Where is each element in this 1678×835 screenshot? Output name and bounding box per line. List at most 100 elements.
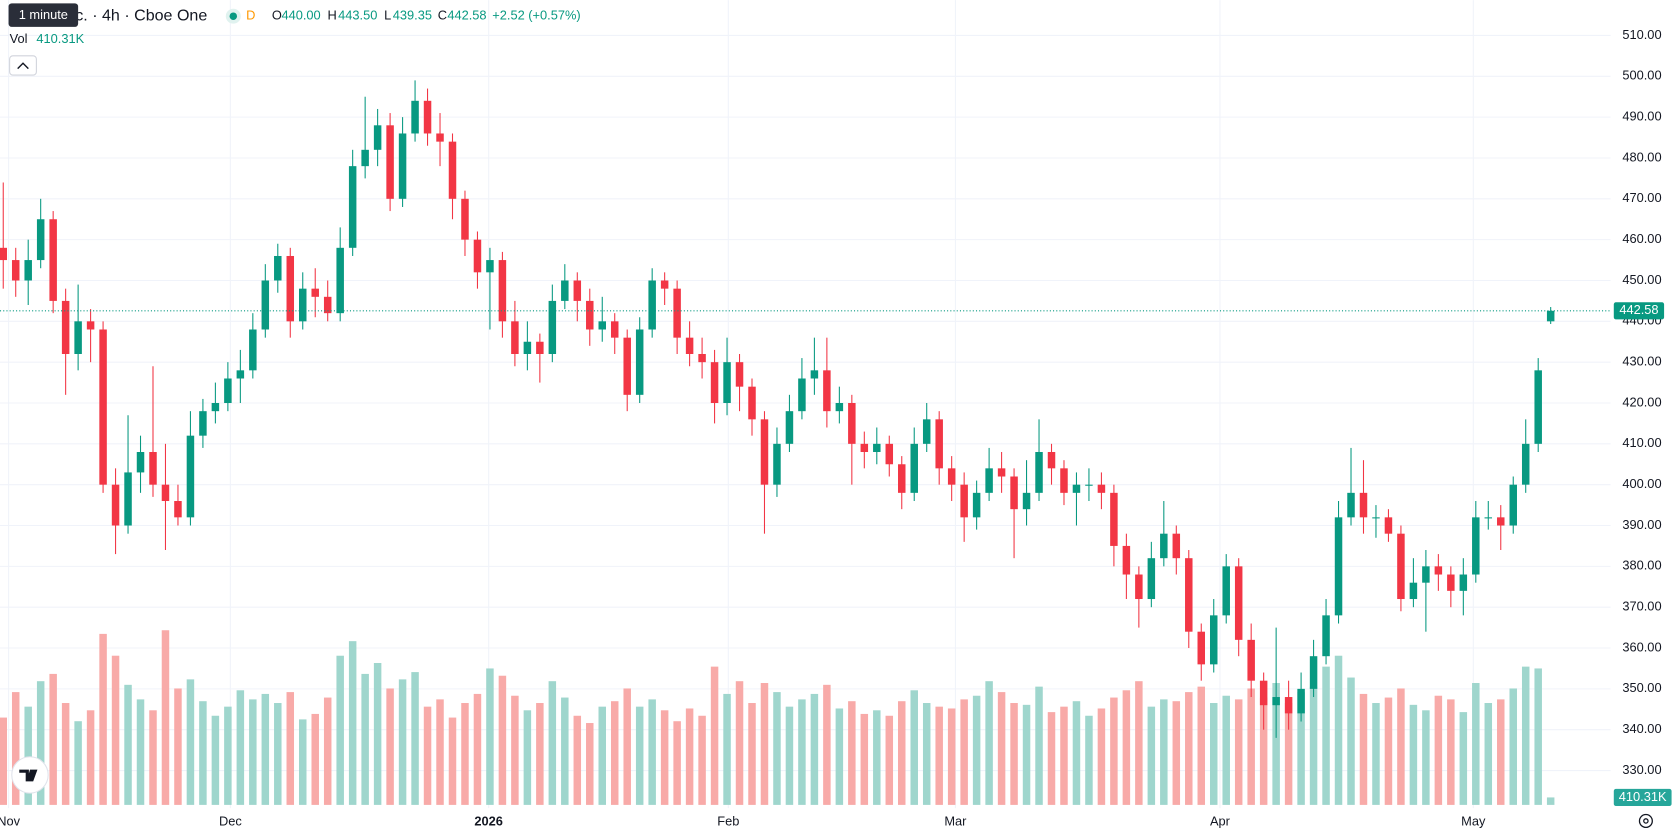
candle-body [898, 464, 906, 493]
volume-bar [436, 699, 444, 805]
volume-bar [935, 706, 943, 805]
candle-body [985, 468, 993, 493]
candle-body [860, 443, 869, 453]
candle-body [910, 443, 918, 493]
candle-body [1284, 697, 1293, 714]
volume-bar [848, 701, 856, 805]
volume-bar [810, 693, 819, 805]
candle-body [848, 403, 856, 444]
candle-body [548, 300, 557, 354]
candle-body [1160, 533, 1168, 559]
candle-body [873, 443, 881, 453]
volume-bar [61, 703, 70, 805]
volume-bar [960, 699, 968, 805]
volume-bar [1135, 681, 1143, 805]
y-tick-label: 380.00 [1622, 558, 1661, 573]
volume-bar [1284, 703, 1293, 805]
candle-body [1372, 517, 1380, 519]
candle-body [249, 329, 257, 371]
volume-bar [1521, 666, 1530, 805]
volume-bar [1546, 797, 1555, 805]
volume-bar [1297, 692, 1305, 805]
candle-body [1234, 566, 1243, 640]
candle-body [86, 321, 95, 330]
volume-bar [673, 721, 681, 805]
candle-body [36, 219, 45, 261]
volume-bar [1422, 710, 1430, 805]
candle-body [486, 260, 494, 273]
candle-body [461, 198, 469, 240]
x-tick-label: May [1461, 813, 1486, 828]
candle-body [735, 362, 744, 387]
candle-body [0, 247, 7, 261]
candle-body [935, 419, 943, 469]
candle-body [1422, 566, 1430, 583]
candle-body [149, 452, 157, 485]
volume-bar [336, 655, 344, 805]
x-tick-label: Feb [717, 813, 739, 828]
candle-body [136, 452, 145, 473]
collapse-button[interactable] [9, 55, 37, 76]
volume-bar [274, 703, 282, 805]
candle-body [1222, 566, 1230, 616]
volume-bar [398, 679, 407, 805]
volume-bar [1110, 697, 1118, 805]
volume-bar [648, 699, 656, 805]
candle-body [286, 255, 295, 322]
x-tick-label: 2026 [474, 813, 503, 828]
candle-body [299, 288, 307, 322]
volume-bar [586, 723, 594, 805]
candle-body [673, 288, 681, 338]
candle-body [1072, 484, 1081, 493]
volume-bar [685, 708, 694, 805]
volume-bar [511, 695, 519, 805]
candle-body [1147, 558, 1156, 600]
logo[interactable] [11, 756, 49, 794]
candle-body [573, 280, 582, 301]
volume-bar [1334, 655, 1343, 805]
candle-body [773, 443, 781, 485]
volume-bar [561, 697, 569, 805]
volume-bar [985, 681, 993, 805]
volume-bar [623, 688, 631, 805]
tooltip-box [8, 3, 79, 27]
candle-body [1334, 517, 1343, 616]
high-key: H [327, 8, 336, 23]
volume-bar [1397, 688, 1405, 805]
candle-body [1509, 484, 1517, 526]
volume-bar [748, 703, 756, 805]
volume-bar [1409, 704, 1418, 805]
candle-body [1521, 443, 1530, 485]
volume-bar [997, 692, 1006, 805]
candle-body [710, 362, 719, 404]
candle-body [997, 468, 1006, 477]
candle-body [685, 337, 694, 354]
candle-body [1060, 468, 1068, 493]
symbol-title: nc. · 4h · Cboe One [66, 6, 207, 24]
candle-body [224, 378, 232, 404]
volume-bar [1222, 695, 1230, 805]
volume-bar [1534, 668, 1542, 805]
volume-bar [1234, 699, 1243, 805]
candle-body [274, 255, 282, 281]
candle-body [1297, 688, 1305, 714]
volume-title: Vol [10, 31, 28, 46]
candle-body [448, 141, 457, 199]
volume-bar [361, 673, 369, 805]
candle-body [199, 411, 207, 436]
candle-body [161, 484, 170, 502]
volume-bar [1197, 686, 1206, 805]
y-tick-label: 350.00 [1622, 680, 1661, 695]
settings-button[interactable] [1638, 813, 1653, 829]
y-tick-label: 510.00 [1622, 27, 1661, 42]
volume-bar [1272, 683, 1280, 805]
volume-bar [885, 715, 894, 805]
y-tick-label: 430.00 [1622, 354, 1661, 369]
volume-bar [0, 717, 7, 805]
volume-bar [1359, 693, 1368, 805]
y-tick-label: 470.00 [1622, 190, 1661, 205]
y-tick-label: 500.00 [1622, 68, 1661, 83]
candle-body [1397, 533, 1405, 600]
candle-body [1447, 574, 1455, 591]
candle-body [623, 337, 631, 395]
